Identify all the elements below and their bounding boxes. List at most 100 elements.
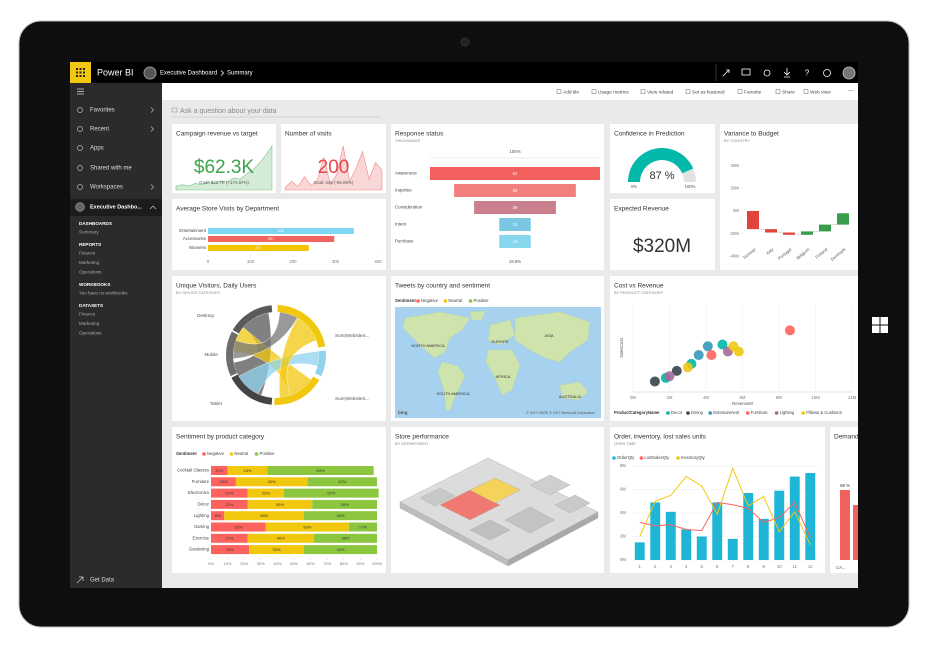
- chord-arc: [314, 350, 326, 377]
- y-tick-label: 20M: [731, 185, 740, 190]
- tile-title: Response status: [395, 131, 444, 138]
- map-region: EUROPE: [492, 339, 509, 344]
- bar: [712, 502, 723, 560]
- tile-subtitle: BY PRODUCT CATEGORY: [614, 290, 664, 295]
- x-axis-label: RevenueM: [732, 401, 753, 406]
- help-icon[interactable]: ?: [805, 69, 810, 78]
- x-tick-label: 10M: [811, 395, 820, 400]
- toolbar-item[interactable]: Favorite: [744, 89, 762, 95]
- toolbar: [162, 83, 858, 100]
- toolbar-icon: [685, 89, 691, 94]
- bar: [805, 473, 816, 560]
- toolbar-item[interactable]: Set as featured: [692, 89, 725, 95]
- top-icons[interactable]: ?: [715, 64, 856, 81]
- camera: [460, 37, 470, 47]
- breadcrumb-workspace[interactable]: Executive Dashboard: [160, 71, 217, 77]
- y-tick-label: 4M: [620, 510, 626, 515]
- nav-item[interactable]: Apps: [90, 146, 104, 152]
- nav-link[interactable]: Finance: [79, 312, 96, 317]
- bar-value: 40%: [277, 536, 285, 541]
- toolbar-item[interactable]: View related: [647, 89, 674, 95]
- toolbar-icon: [640, 89, 646, 94]
- chord-label: Desktop: [197, 313, 214, 318]
- nav-link[interactable]: Marketing: [79, 260, 100, 265]
- y-category: Exercise: [193, 535, 210, 540]
- legend-swatch: [202, 452, 206, 456]
- tile-subtitle: BY DEPARTMENT: [395, 441, 429, 446]
- bar-value: 38%: [341, 536, 349, 541]
- tile-title: Store performance: [395, 434, 449, 441]
- kpi-value: $320M: [633, 236, 691, 257]
- nav-link[interactable]: Summary: [79, 230, 99, 235]
- toolbar-item[interactable]: Usage metrics: [598, 89, 629, 95]
- y-axis-label: SalesCost: [619, 337, 624, 357]
- x-tick-label: 6M: [740, 395, 746, 400]
- demand-bar: [840, 490, 850, 560]
- nav-link[interactable]: Operations: [79, 270, 102, 275]
- tile[interactable]: [610, 199, 715, 270]
- chord-label: Sum(WebsiteS...: [335, 396, 369, 401]
- tile[interactable]: [172, 199, 386, 270]
- waterfall-bar: [801, 231, 813, 235]
- legend-label: OrderQty: [617, 455, 635, 460]
- workspace-row: [70, 199, 162, 216]
- nav-link[interactable]: Operations: [79, 331, 102, 336]
- nav-item[interactable]: Shared with me: [90, 166, 132, 172]
- legend-swatch: [254, 452, 259, 456]
- bar-segment: [227, 466, 268, 475]
- nav-link[interactable]: Finance: [79, 251, 96, 256]
- y-tick-label: -20M: [729, 231, 739, 236]
- tile-title: Tweets by country and sentiment: [395, 283, 490, 290]
- y-category: Entertainment: [179, 228, 207, 233]
- launcher-dots: [76, 68, 85, 77]
- nav-item[interactable]: Favorites: [90, 108, 115, 114]
- funnel-bar: [474, 201, 556, 214]
- chord-ribbon: [279, 317, 317, 399]
- nav-icon: [77, 145, 83, 151]
- demand-bar: [853, 505, 858, 560]
- bar-segment: [313, 533, 377, 543]
- nav-link[interactable]: Marketing: [79, 321, 100, 326]
- funnel-category: Consideration: [395, 205, 423, 210]
- x-tick-label: 7: [732, 564, 735, 569]
- legend-swatch: [676, 456, 680, 460]
- toolbar-icon: [556, 89, 562, 94]
- scatter-point: [671, 365, 682, 376]
- tile[interactable]: [281, 124, 386, 193]
- x-tick-label: 0: [207, 259, 210, 264]
- x-tick-label: 12: [808, 564, 813, 569]
- kpi-goal: Goal: $22.7K (+174.67%): [199, 180, 249, 185]
- bar-segment: [211, 511, 225, 521]
- bar-segment: [211, 533, 248, 543]
- legend-label: Neutral: [448, 298, 462, 303]
- bar: [650, 502, 661, 560]
- bar-value: 22%: [225, 502, 233, 507]
- more-menu[interactable]: ⋯: [848, 89, 854, 95]
- bar-value: 343: [278, 229, 284, 233]
- bar-segment: [265, 522, 349, 532]
- tile-subtitle: BY COUNTRY: [724, 138, 750, 143]
- hamburger[interactable]: [77, 88, 84, 95]
- legend-title: Sentiment: [176, 451, 197, 456]
- bar-segment: [224, 511, 304, 521]
- nav-link[interactable]: You have no workbooks: [79, 291, 128, 296]
- tile[interactable]: [720, 124, 858, 270]
- gauge-label: 87 %: [649, 170, 674, 182]
- y-tick-label: 2M: [620, 534, 626, 539]
- scatter-point: [717, 339, 728, 350]
- qna-input[interactable]: Ask a question about your data: [180, 108, 277, 115]
- toolbar-item[interactable]: Web view: [810, 89, 831, 95]
- nav-item[interactable]: Recent: [90, 127, 109, 133]
- legend-label: InventoryQty: [681, 455, 706, 460]
- tile[interactable]: [172, 276, 386, 421]
- nav-workspace[interactable]: Executive Dashbo...: [90, 204, 142, 210]
- nav-footer[interactable]: Get Data: [90, 578, 115, 584]
- toolbar-item[interactable]: Add tile: [563, 89, 579, 95]
- legend-swatch: [708, 411, 712, 415]
- toolbar-item[interactable]: Share: [782, 89, 795, 95]
- bar-value: 33%: [273, 547, 281, 552]
- nav-icon: [77, 107, 83, 113]
- legend-swatch: [666, 411, 670, 415]
- nav-item[interactable]: Workspaces: [90, 185, 123, 191]
- line-series: [639, 466, 811, 545]
